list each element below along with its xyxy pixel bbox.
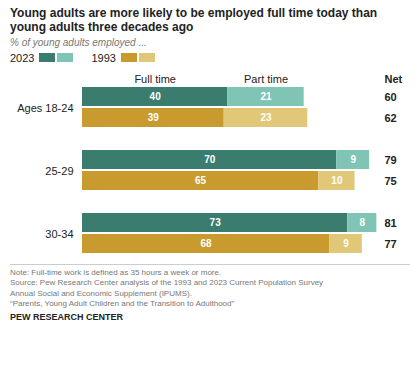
html-text:Annual Social and Economic Sup: Annual Social and Economic Supplement (I… — [10, 288, 192, 298]
svg-text:39: 39 — [148, 112, 160, 123]
html-text:1993: 1993 — [91, 51, 116, 64]
svg-text:62: 62 — [385, 111, 397, 123]
svg-text:Full time: Full time — [134, 72, 176, 84]
html-text:2023: 2023 — [10, 51, 35, 64]
html-text:Young adults are more likely t: Young adults are more likely to be emplo… — [10, 6, 378, 35]
svg-text:81: 81 — [385, 216, 397, 228]
html-text:PEW RESEARCH CENTER: PEW RESEARCH CENTER — [10, 312, 123, 323]
html-text:“Parents, Young Adult Children: “Parents, Young Adult Children and the T… — [10, 299, 235, 308]
svg-text:23: 23 — [260, 112, 272, 123]
svg-text:25-29: 25-29 — [45, 164, 73, 176]
svg-text:75: 75 — [385, 174, 397, 186]
svg-text:70: 70 — [204, 154, 216, 165]
svg-text:21: 21 — [260, 91, 272, 102]
html-text:% of young adults employed ...: % of young adults employed ... — [10, 36, 147, 48]
svg-text:60: 60 — [385, 90, 397, 102]
svg-text:Net: Net — [385, 72, 403, 84]
svg-text:68: 68 — [200, 238, 212, 249]
svg-text:65: 65 — [195, 175, 207, 186]
svg-text:10: 10 — [331, 175, 343, 186]
svg-text:8: 8 — [360, 217, 366, 228]
svg-text:Part time: Part time — [244, 72, 288, 84]
svg-text:9: 9 — [350, 154, 356, 165]
html-text:Source: Pew Research Center an: Source: Pew Research Center analysis of … — [10, 278, 324, 288]
html-text:Note: Full-time work is define: Note: Full-time work is defined as 35 ho… — [10, 267, 222, 277]
svg-text:77: 77 — [385, 237, 397, 249]
svg-text:9: 9 — [343, 238, 349, 249]
svg-text:Ages 18-24: Ages 18-24 — [17, 101, 73, 113]
svg-text:40: 40 — [150, 91, 162, 102]
svg-text:79: 79 — [385, 153, 397, 165]
svg-text:30-34: 30-34 — [45, 227, 73, 239]
svg-text:73: 73 — [210, 217, 222, 228]
